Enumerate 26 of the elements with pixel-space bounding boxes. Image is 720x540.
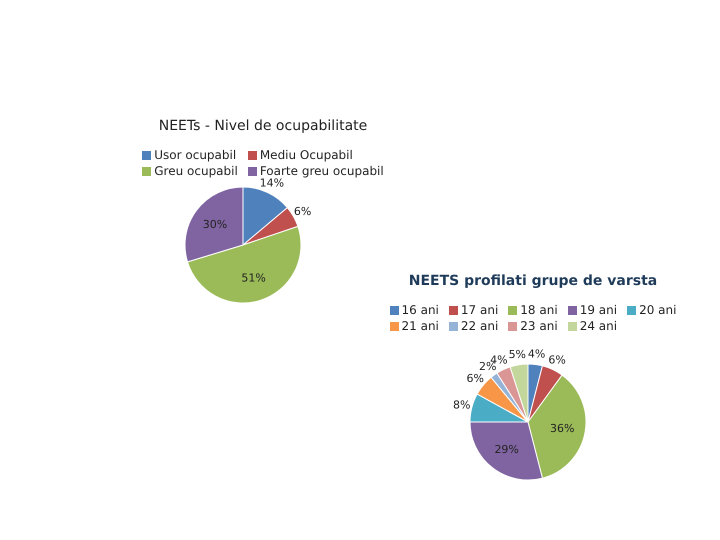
legend-label: 17 ani: [460, 303, 498, 317]
data-label: 6%: [294, 204, 312, 218]
legend-label: 24 ani: [580, 319, 618, 333]
chart-title: NEETS profilati grupe de varsta: [408, 273, 658, 291]
legend-label: Usor ocupabil: [154, 148, 236, 162]
legend-label: Mediu Ocupabil: [260, 148, 353, 162]
data-label: 5%: [508, 348, 526, 361]
legend-label: 19 ani: [580, 303, 618, 317]
data-label: 36%: [550, 422, 574, 436]
legend-label: 16 ani: [402, 303, 439, 317]
legend-label: 22 ani: [460, 319, 498, 333]
data-label: 8%: [452, 398, 470, 412]
data-label: 6%: [466, 372, 484, 385]
data-label: 30%: [202, 218, 228, 231]
data-label: 6%: [548, 354, 566, 367]
legend-label: 18 ani: [520, 303, 558, 317]
legend-label: 20 ani: [639, 303, 676, 317]
legend-label: Greu ocupabil: [154, 164, 238, 178]
data-label: 51%: [241, 272, 266, 285]
chart-title: NEETs - Nivel de ocupabilitate: [158, 118, 368, 136]
legend-label: 23 ani: [520, 319, 558, 333]
data-label: 14%: [260, 176, 284, 190]
legend-label: Foarte greu ocupabil: [260, 164, 384, 178]
legend-label: 21 ani: [402, 319, 439, 333]
data-label: 29%: [494, 442, 519, 456]
data-label: 4%: [528, 348, 546, 361]
